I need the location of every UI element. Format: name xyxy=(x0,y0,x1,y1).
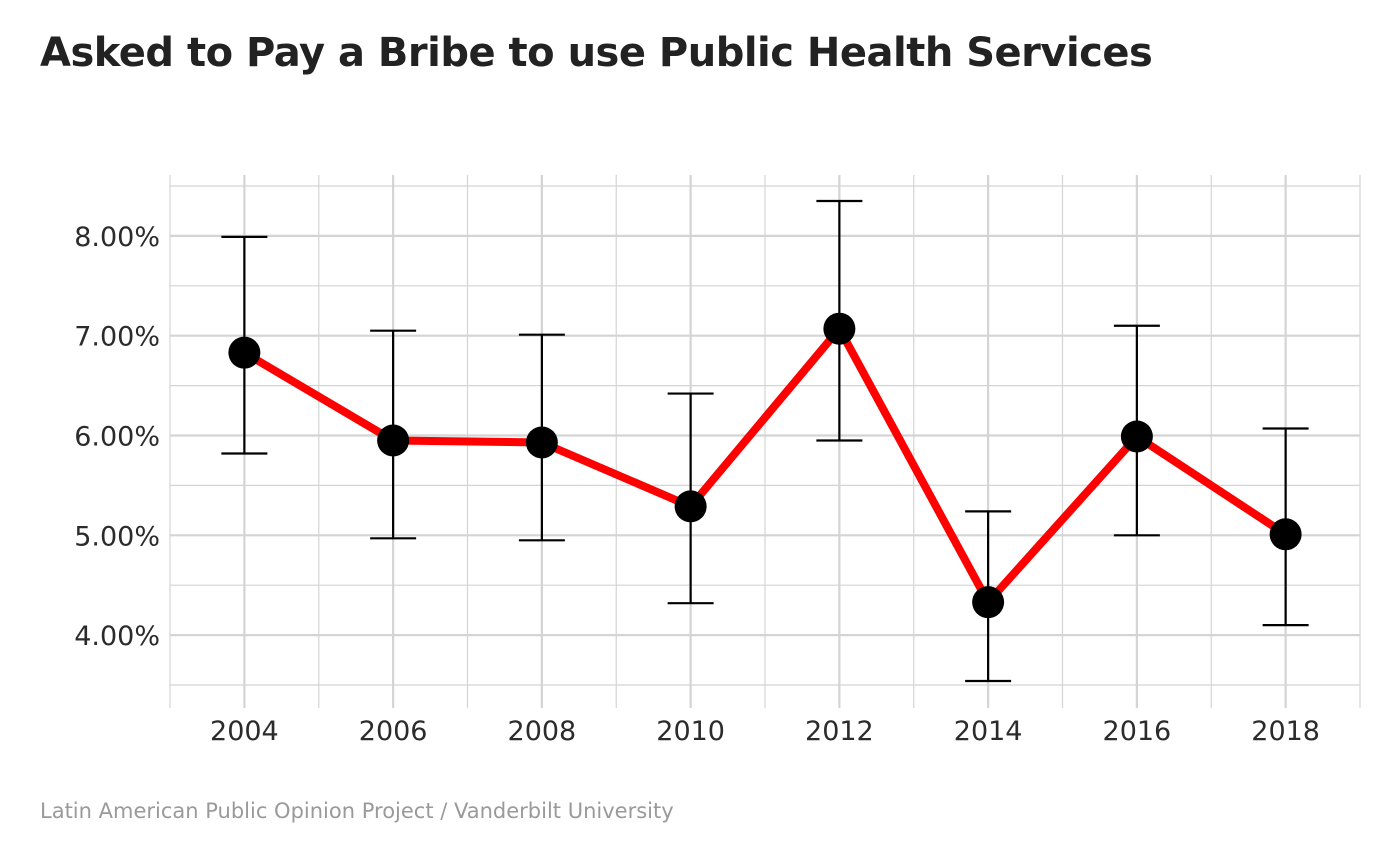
y-tick-label: 7.00% xyxy=(74,322,160,353)
x-tick-label: 2016 xyxy=(1103,716,1172,747)
chart-title: Asked to Pay a Bribe to use Public Healt… xyxy=(40,30,1153,76)
x-tick-label: 2006 xyxy=(359,716,428,747)
x-tick-label: 2010 xyxy=(656,716,725,747)
x-tick-label: 2014 xyxy=(954,716,1023,747)
data-point xyxy=(823,312,856,345)
data-points xyxy=(228,312,1302,619)
series-line xyxy=(240,324,1290,607)
x-tick-label: 2004 xyxy=(210,716,279,747)
data-point xyxy=(972,586,1005,619)
grid xyxy=(169,175,1361,708)
y-tick-label: 6.00% xyxy=(74,422,160,453)
source-caption: Latin American Public Opinion Project / … xyxy=(40,799,674,823)
y-tick-label: 4.00% xyxy=(74,621,160,652)
data-point xyxy=(674,490,707,523)
data-point xyxy=(377,424,410,457)
data-point xyxy=(228,336,261,369)
x-axis-tick-labels: 2004 2006 2008 2010 2012 2014 2016 2018 xyxy=(210,716,1320,747)
data-point xyxy=(1269,518,1302,551)
y-tick-label: 8.00% xyxy=(74,222,160,253)
x-tick-label: 2018 xyxy=(1251,716,1320,747)
y-axis-tick-labels: 4.00% 5.00% 6.00% 7.00% 8.00% xyxy=(74,222,160,652)
y-tick-label: 5.00% xyxy=(74,521,160,552)
series-polyline xyxy=(240,324,1290,607)
x-tick-label: 2008 xyxy=(508,716,577,747)
x-tick-label: 2012 xyxy=(805,716,874,747)
data-point xyxy=(1120,420,1153,453)
data-point xyxy=(525,426,558,459)
